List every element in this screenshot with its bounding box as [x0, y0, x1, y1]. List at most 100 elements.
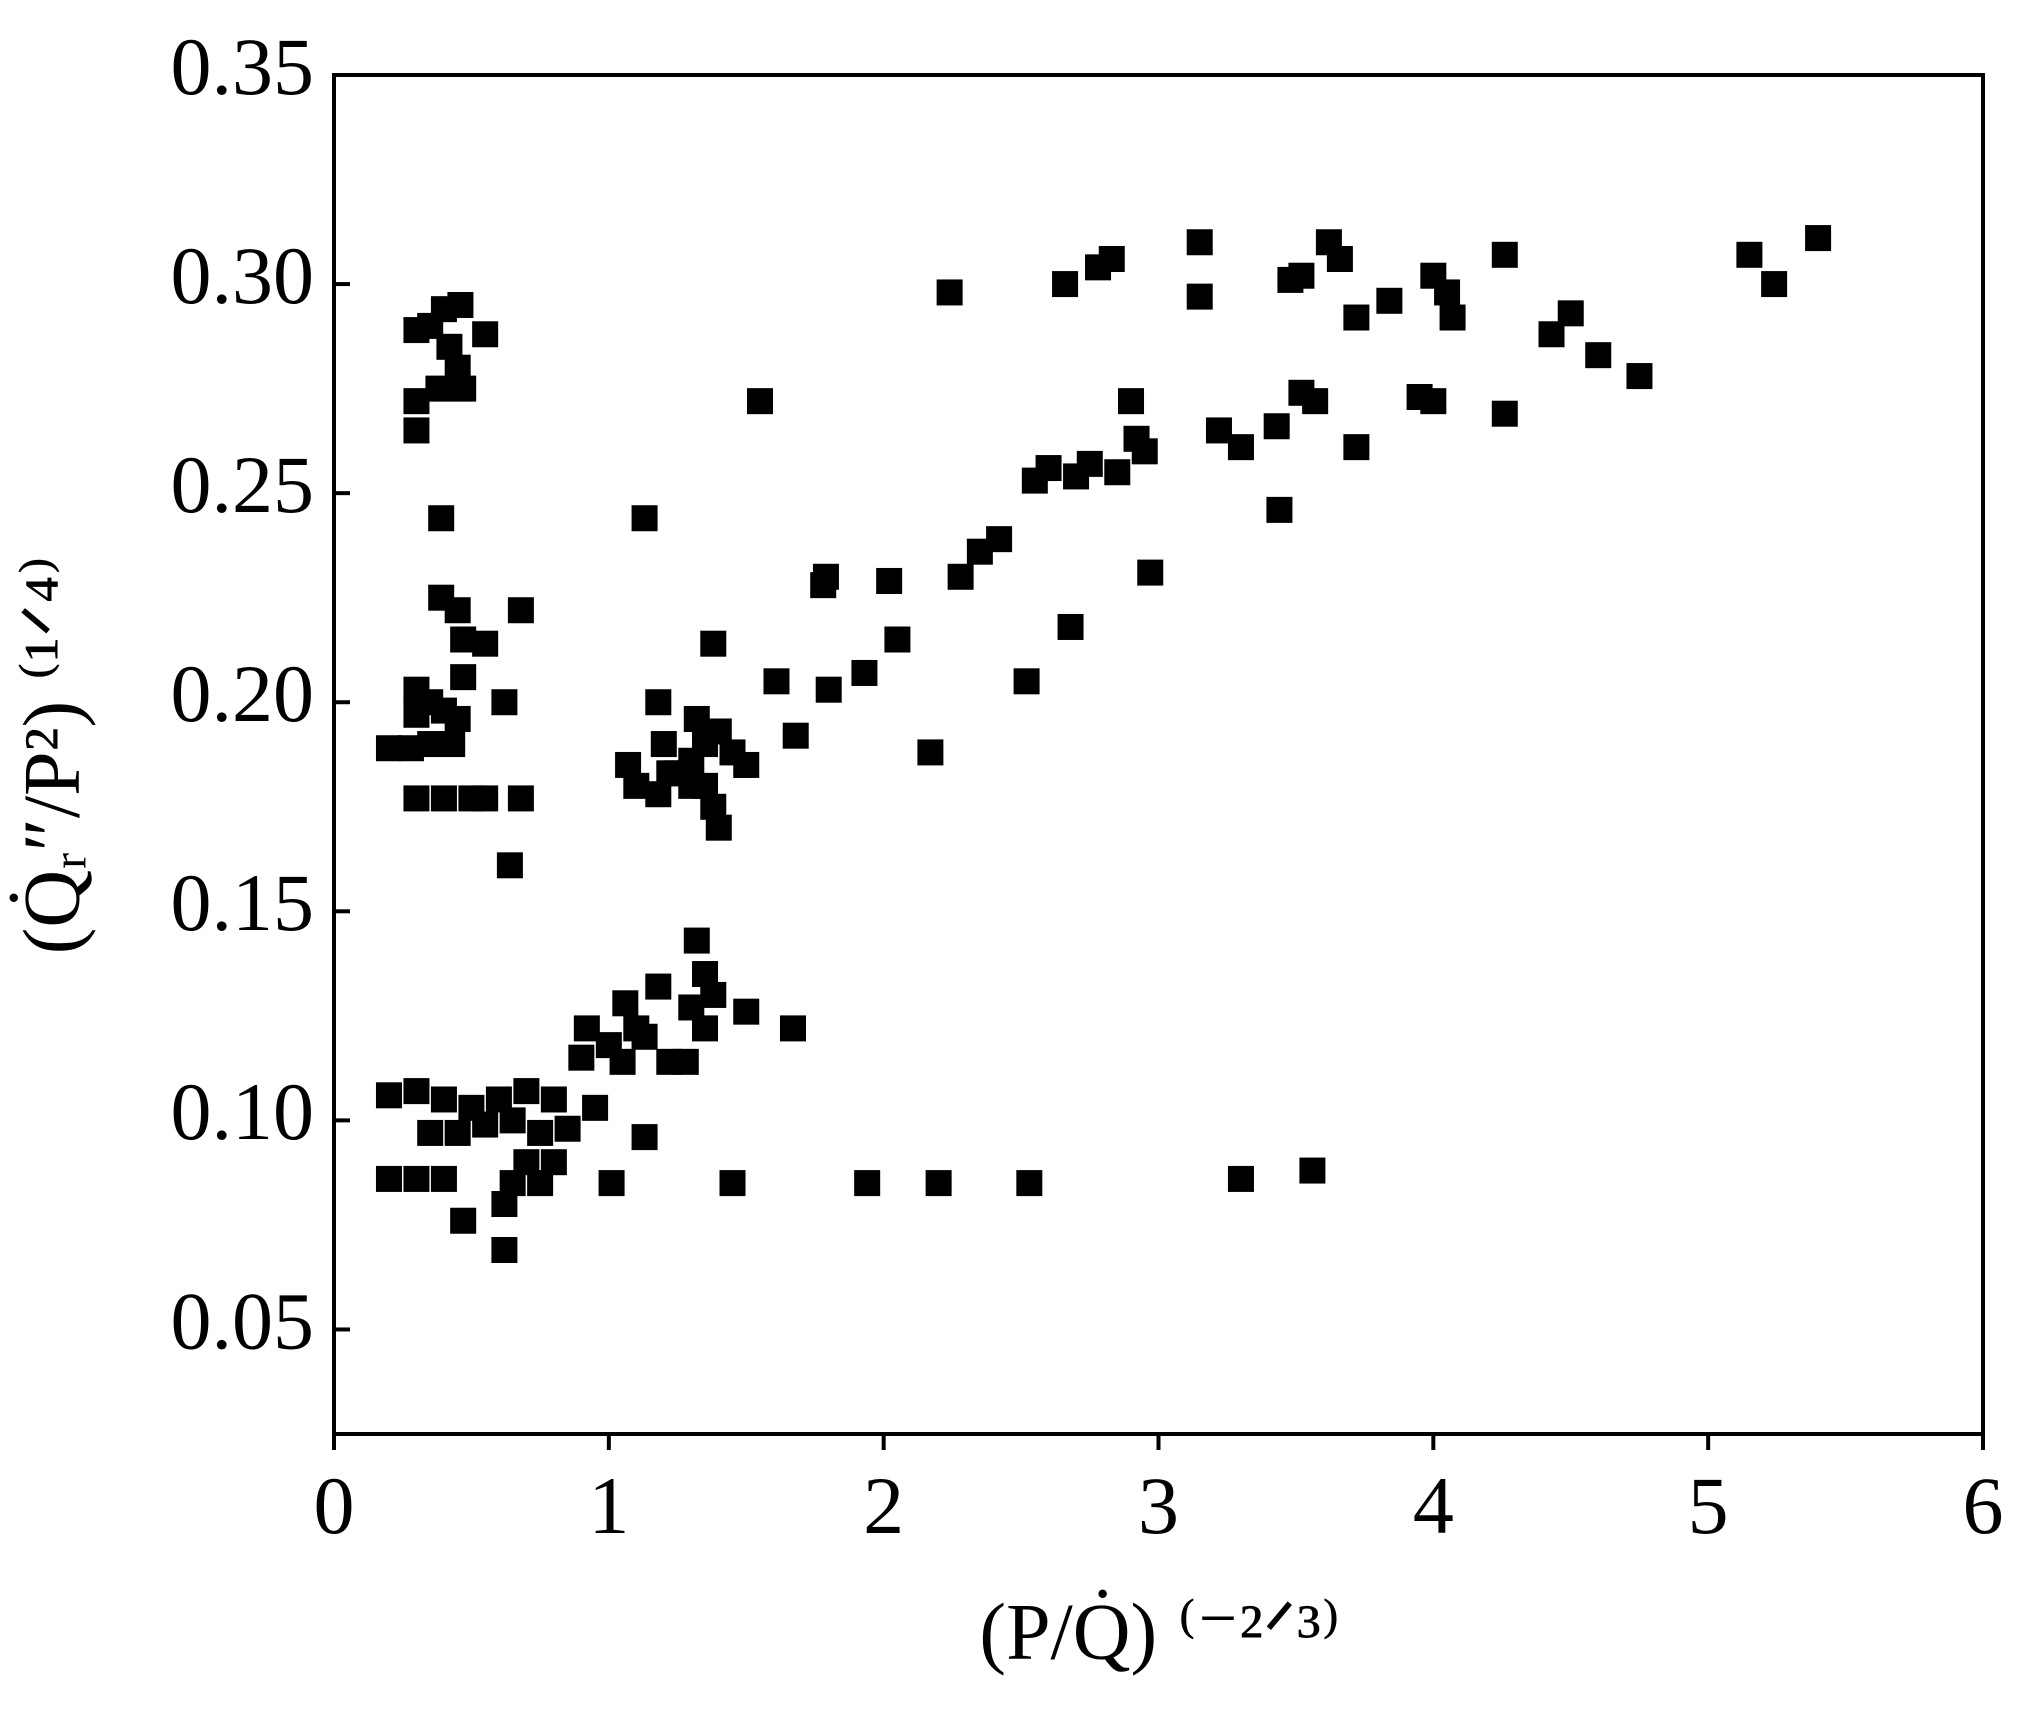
y-tick-label: 0.20 [171, 648, 315, 739]
scatter-point [683, 927, 710, 954]
scatter-point [1186, 229, 1213, 256]
scatter-point [1098, 245, 1125, 272]
scatter-point [403, 388, 430, 415]
scatter-point [700, 981, 727, 1008]
scatter-point [1227, 1165, 1254, 1192]
scatter-point [507, 785, 534, 812]
scatter-point [450, 626, 477, 653]
scatter-point [568, 1044, 595, 1071]
x-tick-label: 4 [1413, 1460, 1454, 1551]
scatter-point [672, 1048, 699, 1075]
scatter-point [1557, 300, 1584, 327]
scatter-point [1016, 1170, 1043, 1197]
scatter-point [1266, 496, 1293, 523]
scatter-point [417, 731, 444, 758]
scatter-point [631, 1124, 658, 1151]
scatter-point [439, 731, 466, 758]
scatter-point [1585, 342, 1612, 369]
x-tick-label: 3 [1138, 1460, 1179, 1551]
scatter-point [815, 676, 842, 703]
scatter-point [582, 1094, 609, 1121]
scatter-point [507, 597, 534, 624]
scatter-point [527, 1170, 554, 1197]
y-tick-label: 0.05 [171, 1275, 315, 1366]
scatter-point [645, 973, 672, 1000]
y-tick-label: 0.35 [171, 21, 315, 112]
scatter-point [1439, 304, 1466, 331]
scatter-point [447, 291, 474, 318]
scatter-point [1205, 417, 1232, 444]
scatter-point [656, 760, 683, 787]
x-axis-label: (P/Q̇) ⁽⁻²ᐟ³⁾ [979, 1588, 1340, 1676]
scatter-point [631, 1023, 658, 1050]
scatter-point [884, 626, 911, 653]
scatter-point [1376, 287, 1403, 314]
scatter-point [1343, 434, 1370, 461]
scatter-point [733, 751, 760, 778]
scatter-point [1057, 613, 1084, 640]
scatter-point [450, 375, 477, 402]
y-tick-label: 0.10 [171, 1066, 315, 1157]
scatter-point [1302, 388, 1329, 415]
scatter-point [700, 630, 727, 657]
scatter-point [496, 852, 523, 879]
x-tick-label: 5 [1688, 1460, 1729, 1551]
scatter-point [540, 1086, 567, 1113]
scatter-point [1118, 388, 1145, 415]
scatter-point [403, 1165, 430, 1192]
plot-frame [332, 73, 1985, 1436]
scatter-point [554, 1115, 581, 1142]
scatter-point [782, 722, 809, 749]
scatter-point [609, 1048, 636, 1075]
scatter-point [1137, 559, 1164, 586]
scatter-point [472, 1111, 499, 1138]
scatter-point [1491, 400, 1518, 427]
x-tick-label: 6 [1963, 1460, 2004, 1551]
scatter-point [692, 1015, 719, 1042]
scatter-point [1013, 668, 1040, 695]
scatter-point [986, 526, 1013, 553]
scatter-point [936, 279, 963, 306]
scatter-point [1131, 438, 1158, 465]
scatter-point [692, 731, 719, 758]
scatter-point [444, 705, 471, 732]
scatter-point [746, 388, 773, 415]
scatter-point [573, 1015, 600, 1042]
scatter-point [917, 739, 944, 766]
scatter-point [444, 1119, 471, 1146]
y-axis-label: (Q̇ᵣ″/P²) ⁽¹ᐟ⁴⁾ [8, 556, 96, 954]
scatter-point [499, 1107, 526, 1134]
scatter-point [1299, 1157, 1326, 1184]
scatter-point [375, 1082, 402, 1109]
scatter-point [430, 1086, 457, 1113]
scatter-point [719, 1170, 746, 1197]
y-tick-label: 0.25 [171, 439, 315, 530]
scatter-point [430, 785, 457, 812]
scatter-point [947, 563, 974, 590]
scatter-point [683, 705, 710, 732]
scatter-point [1035, 455, 1062, 482]
scatter-point [450, 664, 477, 691]
scatter-point [491, 689, 518, 716]
scatter-point [430, 1165, 457, 1192]
x-tick-label: 0 [314, 1460, 355, 1551]
scatter-point [1626, 363, 1653, 390]
scatter-point [1288, 262, 1315, 289]
scatter-point [733, 998, 760, 1025]
scatter-point [513, 1078, 540, 1105]
scatter-point [1491, 241, 1518, 268]
scatter-point [444, 597, 471, 624]
scatter-point [472, 321, 499, 348]
scatter-point [623, 772, 650, 799]
scatter-point [491, 1237, 518, 1264]
scatter-point [403, 785, 430, 812]
y-tick-label: 0.15 [171, 857, 315, 948]
scatter-point [1420, 388, 1447, 415]
scatter-point [450, 1207, 477, 1234]
scatter-point [779, 1015, 806, 1042]
y-tick-label: 0.30 [171, 230, 315, 321]
scatter-point [1736, 241, 1763, 268]
scatter-point [598, 1170, 625, 1197]
scatter-point [472, 785, 499, 812]
scatter-point [631, 505, 658, 532]
